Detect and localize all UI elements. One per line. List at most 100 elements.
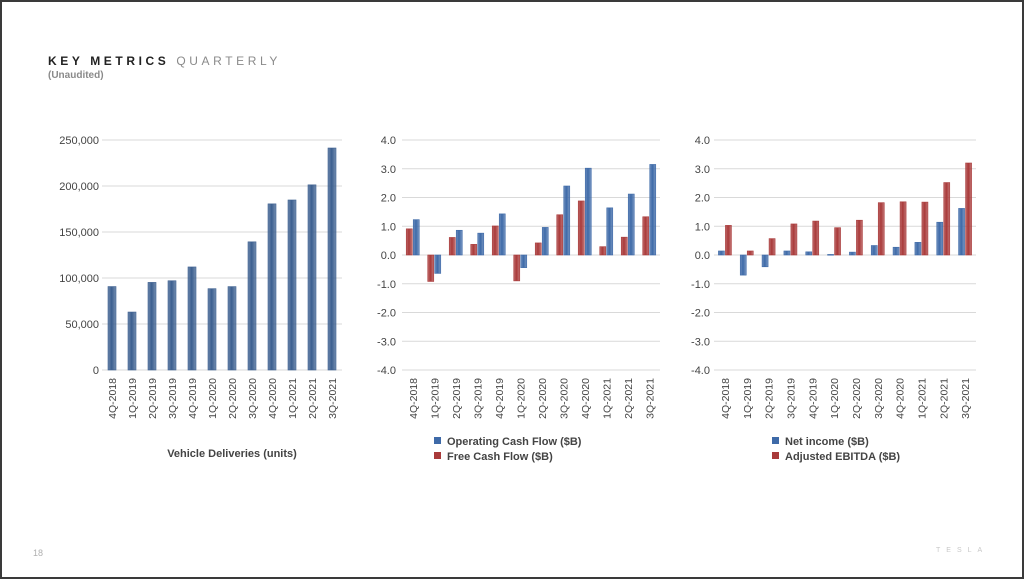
bar: [606, 207, 614, 256]
bar: [477, 232, 485, 256]
x-tick-label: 4Q-2020: [895, 378, 907, 419]
y-tick-label: -2.0: [377, 308, 396, 320]
bar: [877, 202, 885, 256]
y-tick-label: -1.0: [377, 279, 396, 291]
bar: [427, 254, 435, 282]
x-axis-label: Vehicle Deliveries (units): [167, 448, 297, 460]
y-tick-label: -4.0: [377, 365, 396, 377]
y-tick-label: 1.0: [695, 221, 710, 233]
bar: [892, 246, 900, 256]
x-tick-label: 3Q-2021: [960, 378, 972, 419]
x-tick-label: 2Q-2020: [227, 378, 239, 419]
bar: [921, 201, 929, 256]
bar: [856, 219, 863, 256]
x-tick-label: 3Q-2020: [558, 378, 570, 419]
x-tick-label: 3Q-2021: [644, 378, 656, 419]
y-tick-label: -3.0: [377, 336, 396, 348]
bar: [914, 242, 922, 256]
bar: [805, 251, 813, 256]
x-tick-label: 1Q-2019: [429, 378, 441, 419]
x-tick-label: 3Q-2021: [327, 378, 339, 419]
bar: [267, 203, 277, 371]
legend-swatch: [772, 437, 779, 444]
y-tick-label: 3.0: [695, 164, 710, 176]
title-light: QUARTERLY: [176, 54, 281, 68]
bar: [147, 282, 157, 371]
y-tick-label: 0.0: [695, 250, 710, 262]
bar: [577, 200, 585, 256]
x-tick-label: 2Q-2019: [147, 378, 159, 419]
x-tick-label: 2Q-2020: [851, 378, 863, 419]
bar: [718, 250, 725, 256]
bar: [167, 280, 177, 371]
x-tick-label: 1Q-2021: [287, 378, 299, 419]
bar: [534, 242, 542, 256]
bar: [541, 227, 549, 256]
x-tick-label: 2Q-2019: [764, 378, 776, 419]
bar: [812, 220, 820, 256]
legend-swatch: [434, 452, 441, 459]
bar: [307, 184, 317, 371]
bar: [870, 245, 878, 256]
x-tick-label: 4Q-2018: [408, 378, 420, 419]
legend-label: Operating Cash Flow ($B): [447, 436, 582, 448]
bar: [599, 246, 607, 256]
x-tick-label: 2Q-2021: [623, 378, 635, 419]
bar: [943, 182, 951, 256]
bar: [627, 193, 635, 256]
y-tick-label: 200,000: [59, 181, 99, 193]
y-tick-label: 50,000: [65, 319, 99, 331]
y-tick-label: 0: [93, 365, 99, 377]
y-tick-label: 150,000: [59, 227, 99, 239]
y-tick-label: 1.0: [381, 221, 396, 233]
y-tick-label: -4.0: [691, 365, 710, 377]
bar: [563, 185, 571, 256]
bar: [448, 237, 456, 256]
bar: [187, 266, 197, 371]
x-tick-label: 4Q-2018: [720, 378, 732, 419]
x-tick-label: 1Q-2019: [127, 378, 139, 419]
bar: [470, 244, 478, 256]
bar: [287, 199, 297, 371]
x-tick-label: 2Q-2019: [451, 378, 463, 419]
bar: [491, 225, 499, 256]
bar: [783, 250, 791, 256]
legend-label: Net income ($B): [785, 436, 869, 448]
y-tick-label: 100,000: [59, 273, 99, 285]
x-tick-label: 1Q-2020: [515, 378, 527, 419]
bar: [556, 214, 564, 256]
x-tick-label: 3Q-2019: [785, 378, 797, 419]
bar: [107, 286, 117, 371]
bar: [642, 216, 650, 256]
bar: [207, 288, 217, 371]
x-tick-label: 1Q-2021: [916, 378, 928, 419]
x-tick-label: 3Q-2020: [873, 378, 885, 419]
x-tick-label: 4Q-2019: [807, 378, 819, 419]
bar: [620, 236, 628, 256]
page-title: KEY METRICS QUARTERLY: [48, 54, 281, 68]
x-tick-label: 1Q-2021: [601, 378, 613, 419]
x-tick-label: 3Q-2019: [472, 378, 484, 419]
bar: [405, 228, 413, 256]
x-tick-label: 3Q-2019: [167, 378, 179, 419]
y-tick-label: 4.0: [381, 135, 396, 147]
x-tick-label: 3Q-2020: [247, 378, 259, 419]
y-tick-label: -1.0: [691, 279, 710, 291]
bar: [584, 167, 592, 256]
bar: [790, 223, 798, 256]
bar: [768, 238, 776, 256]
x-tick-label: 1Q-2020: [207, 378, 219, 419]
bar: [965, 162, 972, 256]
bar: [498, 213, 506, 256]
y-tick-label: 0.0: [381, 250, 396, 262]
x-tick-label: 4Q-2019: [494, 378, 506, 419]
x-tick-label: 2Q-2021: [307, 378, 319, 419]
x-tick-label: 4Q-2020: [580, 378, 592, 419]
bar: [834, 227, 841, 256]
bar: [649, 164, 657, 256]
bar: [899, 201, 907, 256]
bar: [936, 221, 944, 256]
